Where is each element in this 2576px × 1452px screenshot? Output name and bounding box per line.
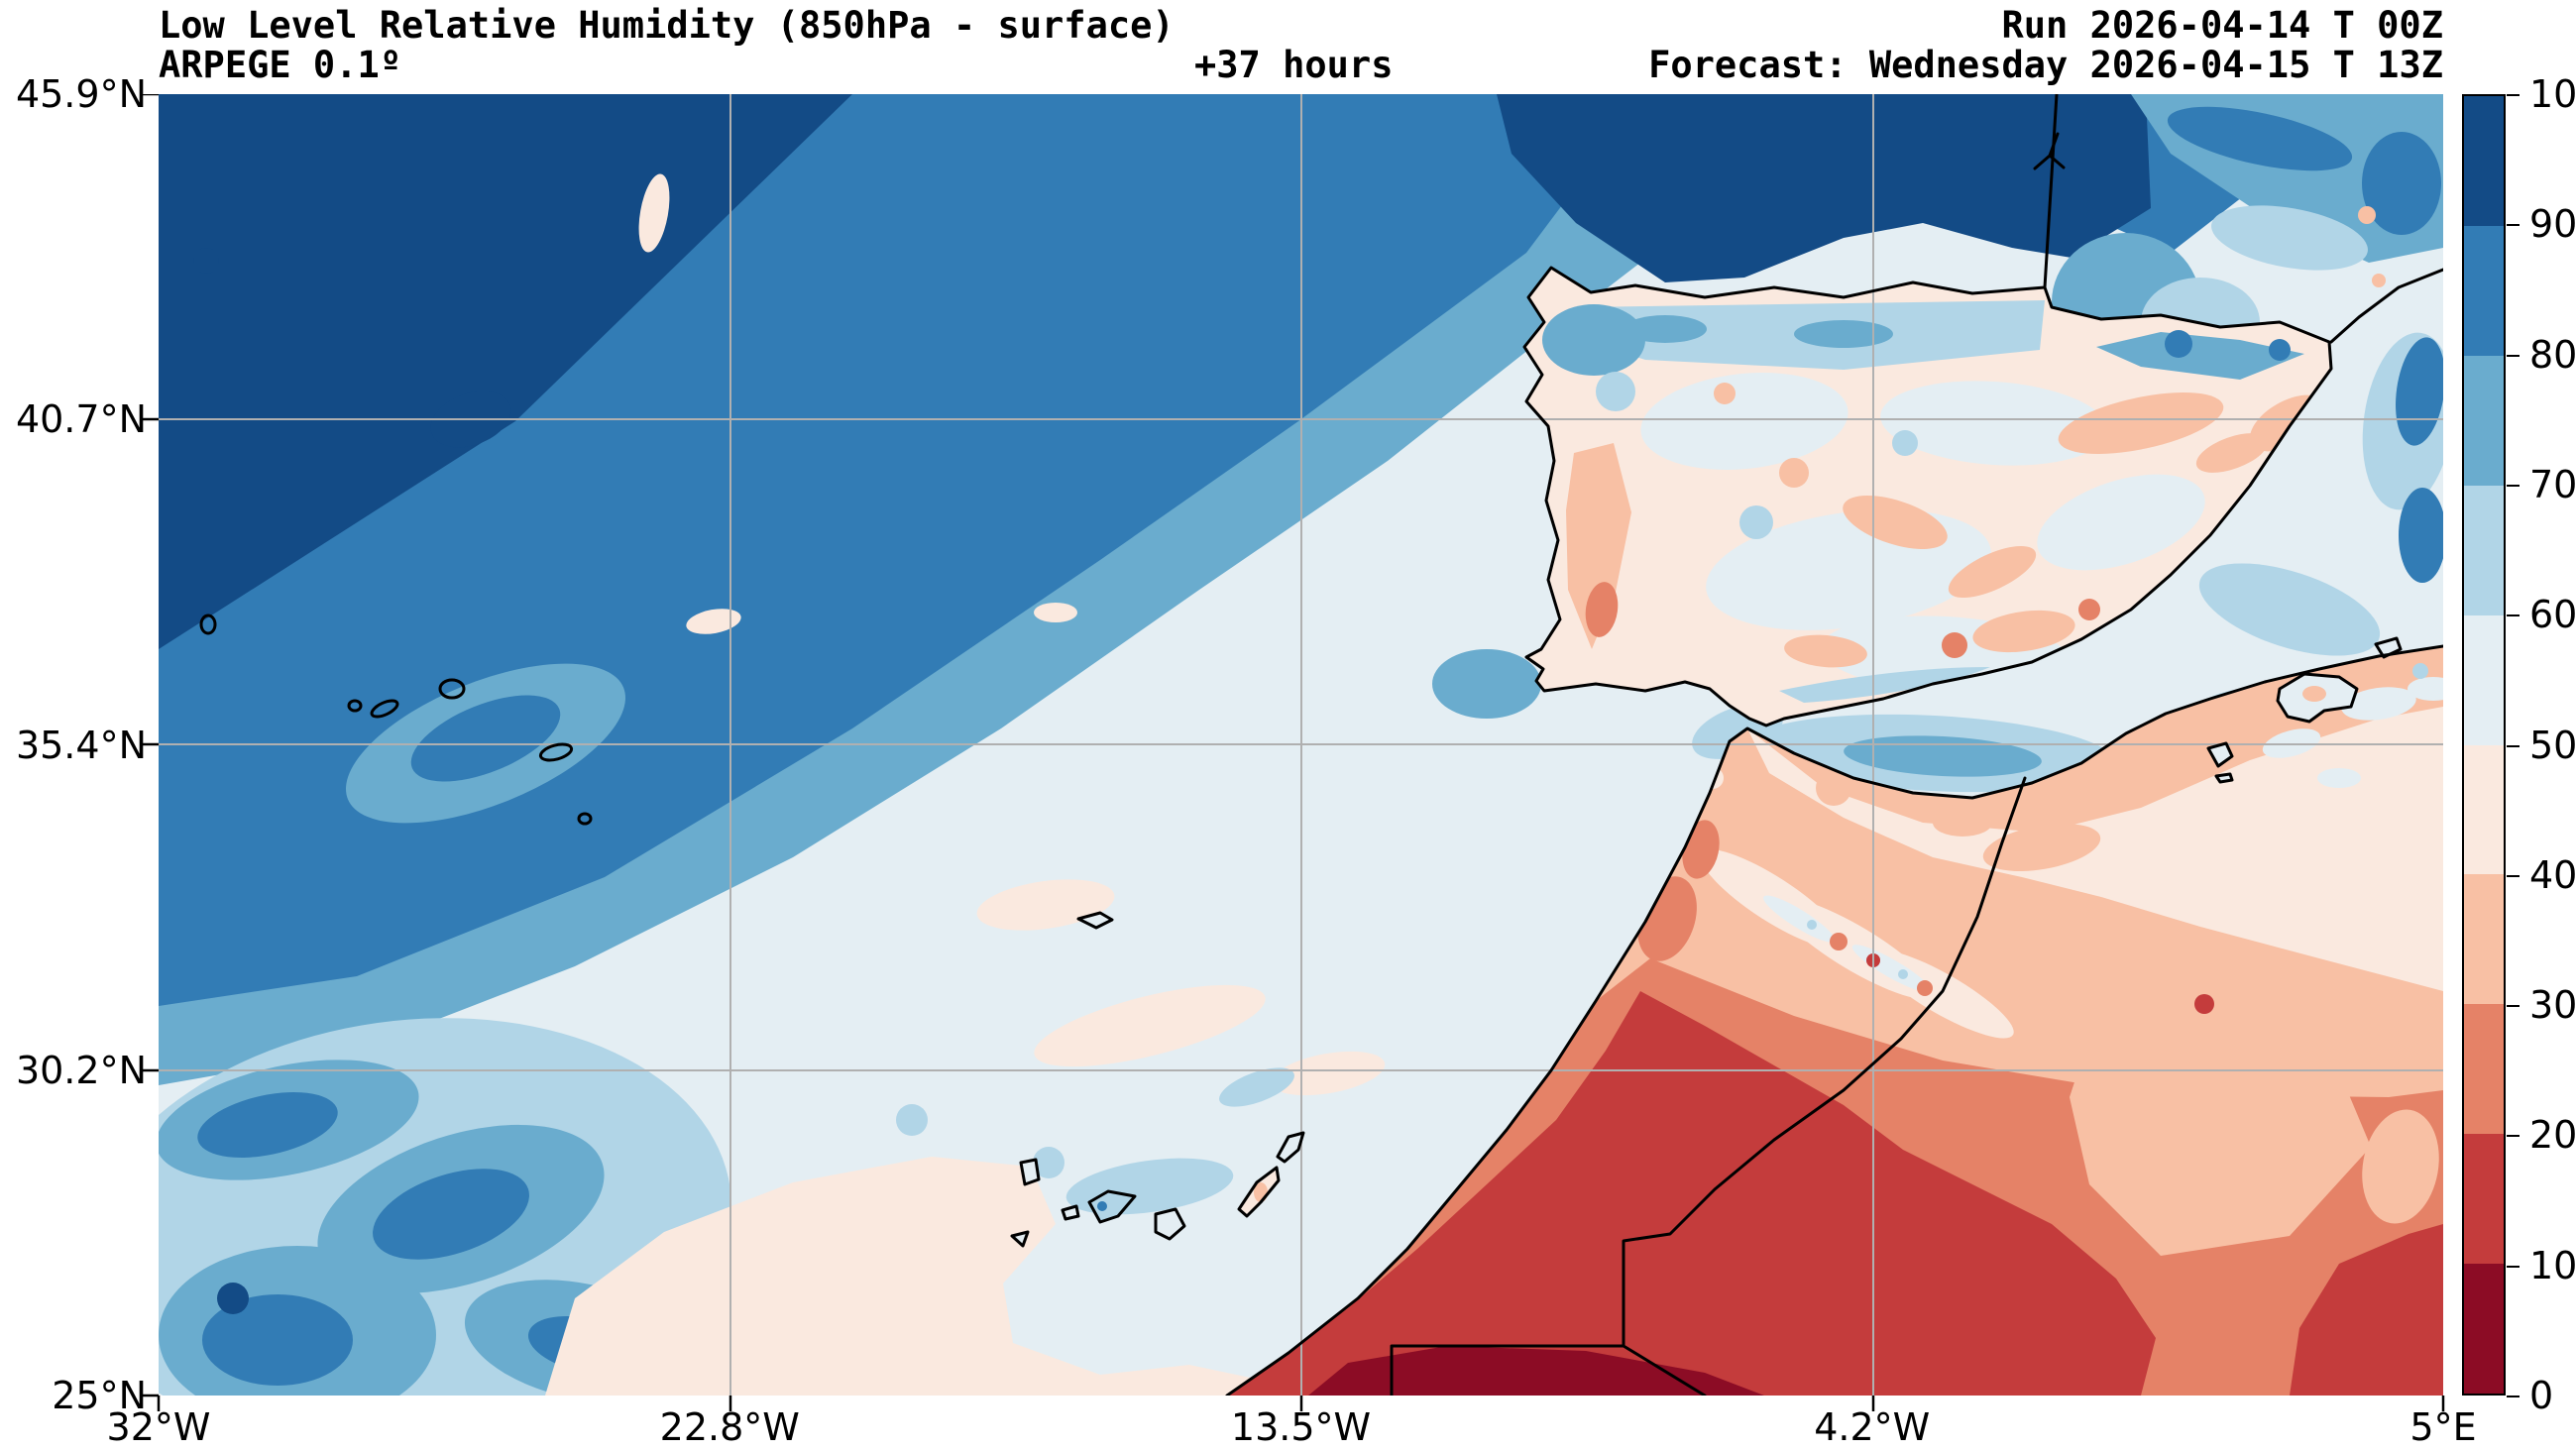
- colorbar-segment: [2464, 485, 2504, 615]
- colorbar-tick: [2507, 354, 2520, 357]
- colorbar-tick-label: 70: [2529, 462, 2576, 506]
- colorbar-tick-label: 40: [2529, 852, 2576, 897]
- colorbar-tick: [2507, 484, 2520, 487]
- forecast-label: Forecast: Wednesday 2026-04-15 T 13Z: [1648, 44, 2443, 86]
- colorbar: [2462, 94, 2506, 1396]
- colorbar-segment: [2464, 1134, 2504, 1265]
- colorbar-tick: [2507, 1265, 2520, 1268]
- colorbar-tick: [2507, 94, 2520, 96]
- lon-tick-label: 5°E: [2409, 1405, 2477, 1449]
- lon-tick-label: 4.2°W: [1814, 1405, 1931, 1449]
- colorbar-tick-label: 60: [2529, 593, 2576, 637]
- lat-tick-label: 30.2°N: [15, 1048, 147, 1092]
- page-title: Low Level Relative Humidity (850hPa - su…: [159, 4, 1175, 47]
- lon-tick-label: 13.5°W: [1230, 1405, 1372, 1449]
- colorbar-tick-label: 80: [2529, 332, 2576, 377]
- lon-tick-label: 32°W: [106, 1405, 211, 1449]
- colorbar-tick-label: 50: [2529, 723, 2576, 767]
- colorbar-segment: [2464, 1004, 2504, 1135]
- colorbar-tick-label: 90: [2529, 202, 2576, 247]
- colorbar-tick: [2507, 874, 2520, 877]
- model-label: ARPEGE 0.1º: [159, 44, 402, 86]
- contour-field: [159, 94, 2443, 1396]
- colorbar-segment: [2464, 355, 2504, 486]
- colorbar-tick: [2507, 1005, 2520, 1008]
- axis-ticks: [143, 94, 2445, 1411]
- coastlines: [199, 94, 2443, 1396]
- colorbar-tick: [2507, 224, 2520, 227]
- lat-tick-label: 45.9°N: [15, 72, 147, 116]
- colorbar-tick-label: 10: [2529, 1243, 2576, 1287]
- colorbar-segment: [2464, 744, 2504, 875]
- colorbar-segment: [2464, 225, 2504, 356]
- lon-tick-label: 22.8°W: [659, 1405, 800, 1449]
- colorbar-tick: [2507, 1135, 2520, 1138]
- run-label: Run 2026-04-14 T 00Z: [2001, 4, 2443, 47]
- lat-tick-label: 35.4°N: [15, 723, 147, 767]
- colorbar-tick-label: 100: [2529, 72, 2576, 116]
- colorbar-segment: [2464, 1264, 2504, 1395]
- humidity-map: [143, 94, 2445, 1411]
- colorbar-segment: [2464, 614, 2504, 745]
- gridlines: [159, 94, 2443, 1396]
- colorbar-tick-label: 30: [2529, 983, 2576, 1028]
- lead-time-label: +37 hours: [1194, 44, 1394, 86]
- colorbar-tick: [2507, 614, 2520, 617]
- colorbar-segment: [2464, 96, 2504, 226]
- colorbar-segment: [2464, 874, 2504, 1005]
- colorbar-tick: [2507, 1396, 2520, 1397]
- colorbar-tick-label: 0: [2529, 1374, 2554, 1417]
- lat-tick-label: 40.7°N: [15, 397, 147, 442]
- colorbar-tick: [2507, 744, 2520, 747]
- lat-tick-label: 25°N: [52, 1374, 147, 1417]
- colorbar-tick-label: 20: [2529, 1113, 2576, 1158]
